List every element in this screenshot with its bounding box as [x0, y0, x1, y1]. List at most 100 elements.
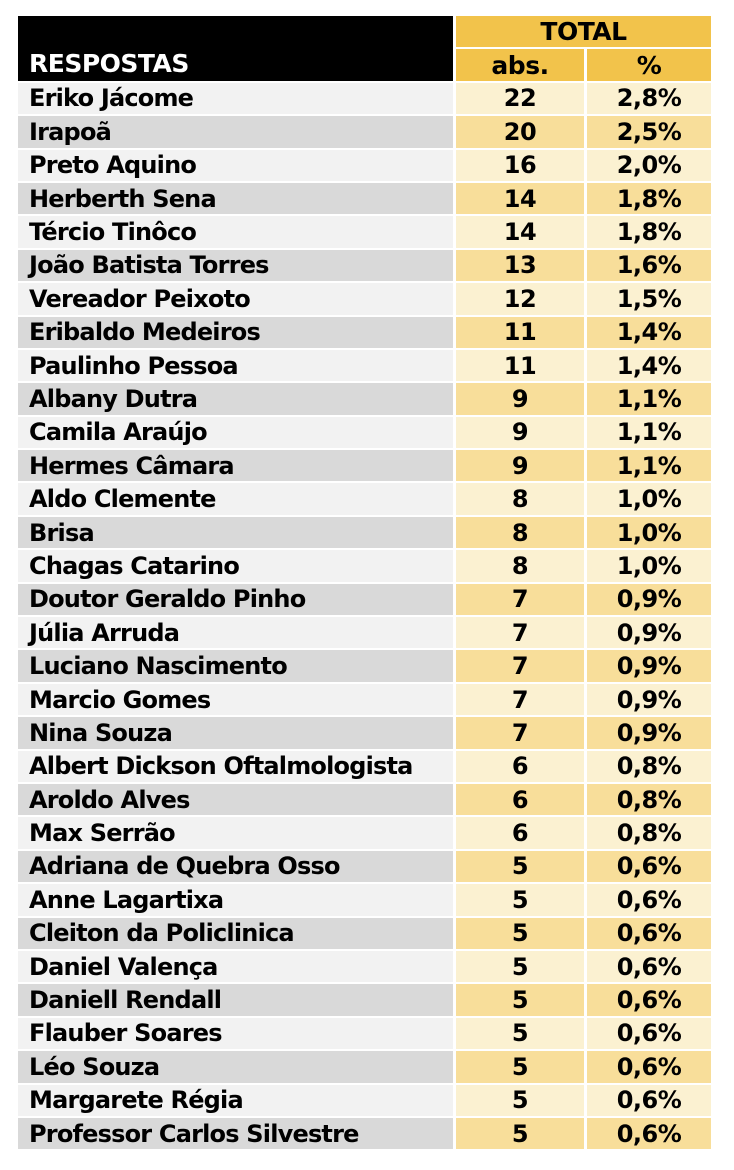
- table-row: Chagas Catarino 8 1,0%: [18, 550, 711, 582]
- abs-value: 5: [456, 1051, 584, 1083]
- candidate-name: Flauber Soares: [18, 1017, 453, 1050]
- pct-value: 1,8%: [587, 216, 711, 248]
- candidate-name: Preto Aquino: [18, 149, 453, 181]
- abs-value: 14: [456, 216, 584, 248]
- abs-value: 5: [456, 1084, 584, 1116]
- table-row: Brisa 8 1,0%: [18, 516, 711, 549]
- candidate-name: Aroldo Alves: [18, 783, 453, 816]
- pct-value: 2,8%: [587, 82, 711, 115]
- pct-value: 1,4%: [587, 316, 711, 348]
- pct-value: 0,6%: [587, 1117, 711, 1150]
- table-row: Eribaldo Medeiros 11 1,4%: [18, 316, 711, 348]
- candidate-name: Albert Dickson Oftalmologista: [18, 750, 453, 782]
- table-row: Doutor Geraldo Pinho 7 0,9%: [18, 583, 711, 616]
- abs-value: 8: [456, 550, 584, 582]
- abs-value: 5: [456, 917, 584, 949]
- abs-value: 11: [456, 349, 584, 382]
- abs-value: 7: [456, 717, 584, 749]
- candidate-name: Luciano Nascimento: [18, 650, 453, 682]
- table-row: Flauber Soares 5 0,6%: [18, 1017, 711, 1050]
- candidate-name: Paulinho Pessoa: [18, 349, 453, 382]
- table-row: Irapoã 20 2,5%: [18, 116, 711, 148]
- pct-value: 1,5%: [587, 283, 711, 315]
- abs-value: 20: [456, 116, 584, 148]
- abs-value: 5: [456, 884, 584, 916]
- table-row: Herberth Sena 14 1,8%: [18, 182, 711, 215]
- candidate-name: Doutor Geraldo Pinho: [18, 583, 453, 616]
- candidate-name: Cleiton da Policlinica: [18, 917, 453, 949]
- candidate-name: Aldo Clemente: [18, 483, 453, 515]
- table-row: Eriko Jácome 22 2,8%: [18, 82, 711, 115]
- abs-value: 12: [456, 283, 584, 315]
- pct-value: 0,6%: [587, 1051, 711, 1083]
- abs-value: 9: [456, 450, 584, 482]
- candidate-name: Daniel Valença: [18, 950, 453, 983]
- candidate-name: Adriana de Quebra Osso: [18, 850, 453, 883]
- candidate-name: Max Serrão: [18, 817, 453, 849]
- table-row: Vereador Peixoto 12 1,5%: [18, 283, 711, 315]
- abs-value: 5: [456, 950, 584, 983]
- table-row: Luciano Nascimento 7 0,9%: [18, 650, 711, 682]
- table-row: Daniel Valença 5 0,6%: [18, 950, 711, 983]
- table-row: João Batista Torres 13 1,6%: [18, 249, 711, 282]
- abs-value: 7: [456, 583, 584, 616]
- pct-header-cell: %: [587, 49, 711, 81]
- candidate-name: Irapoã: [18, 116, 453, 148]
- abs-value: 9: [456, 416, 584, 449]
- pct-value: 0,6%: [587, 917, 711, 949]
- abs-header-cell: abs.: [456, 49, 584, 81]
- candidate-name: Anne Lagartixa: [18, 884, 453, 916]
- abs-value: 7: [456, 617, 584, 649]
- abs-value: 16: [456, 149, 584, 181]
- table-row: Albert Dickson Oftalmologista 6 0,8%: [18, 750, 711, 782]
- abs-value: 6: [456, 750, 584, 782]
- pct-value: 0,8%: [587, 750, 711, 782]
- abs-value: 6: [456, 817, 584, 849]
- header-row-total: RESPOSTAS TOTAL: [18, 16, 711, 81]
- pct-value: 1,4%: [587, 349, 711, 382]
- pct-value: 0,6%: [587, 950, 711, 983]
- table-row: Adriana de Quebra Osso 5 0,6%: [18, 850, 711, 883]
- table-row: Aroldo Alves 6 0,8%: [18, 783, 711, 816]
- candidate-name: Daniell Rendall: [18, 984, 453, 1016]
- pct-value: 0,8%: [587, 817, 711, 849]
- table-row: Hermes Câmara 9 1,1%: [18, 450, 711, 482]
- table-row: Marcio Gomes 7 0,9%: [18, 683, 711, 716]
- pct-value: 1,0%: [587, 550, 711, 582]
- pct-value: 0,9%: [587, 717, 711, 749]
- candidate-name: Margarete Régia: [18, 1084, 453, 1116]
- table-row: Cleiton da Policlinica 5 0,6%: [18, 917, 711, 949]
- respostas-header-cell: RESPOSTAS: [18, 16, 453, 81]
- pct-value: 1,0%: [587, 483, 711, 515]
- table-row: Anne Lagartixa 5 0,6%: [18, 884, 711, 916]
- abs-value: 8: [456, 483, 584, 515]
- table-row: Léo Souza 5 0,6%: [18, 1051, 711, 1083]
- candidate-name: Tércio Tinôco: [18, 216, 453, 248]
- pct-value: 1,1%: [587, 383, 711, 415]
- abs-value: 5: [456, 1017, 584, 1050]
- pct-value: 0,6%: [587, 1017, 711, 1050]
- abs-value: 6: [456, 783, 584, 816]
- candidate-name: Eriko Jácome: [18, 82, 453, 115]
- abs-value: 5: [456, 1117, 584, 1150]
- pct-value: 0,9%: [587, 583, 711, 616]
- abs-value: 8: [456, 516, 584, 549]
- total-header-cell: TOTAL: [456, 16, 711, 48]
- pct-value: 0,6%: [587, 850, 711, 883]
- pct-value: 0,9%: [587, 650, 711, 682]
- table-row: Júlia Arruda 7 0,9%: [18, 617, 711, 649]
- pct-value: 0,6%: [587, 984, 711, 1016]
- pct-value: 1,1%: [587, 450, 711, 482]
- candidate-name: Marcio Gomes: [18, 683, 453, 716]
- candidate-name: Júlia Arruda: [18, 617, 453, 649]
- header-row-subcolumns: abs. %: [18, 49, 711, 81]
- table-row: Albany Dutra 9 1,1%: [18, 383, 711, 415]
- table-header: RESPOSTAS TOTAL abs. %: [18, 16, 711, 81]
- table-row: Max Serrão 6 0,8%: [18, 817, 711, 849]
- candidate-name: Professor Carlos Silvestre: [18, 1117, 453, 1150]
- results-table: RESPOSTAS TOTAL abs. % Eriko Jácome 22 2…: [15, 14, 714, 1151]
- candidate-name: Herberth Sena: [18, 182, 453, 215]
- table-row: Professor Carlos Silvestre 5 0,6%: [18, 1117, 711, 1150]
- table-row: Daniell Rendall 5 0,6%: [18, 984, 711, 1016]
